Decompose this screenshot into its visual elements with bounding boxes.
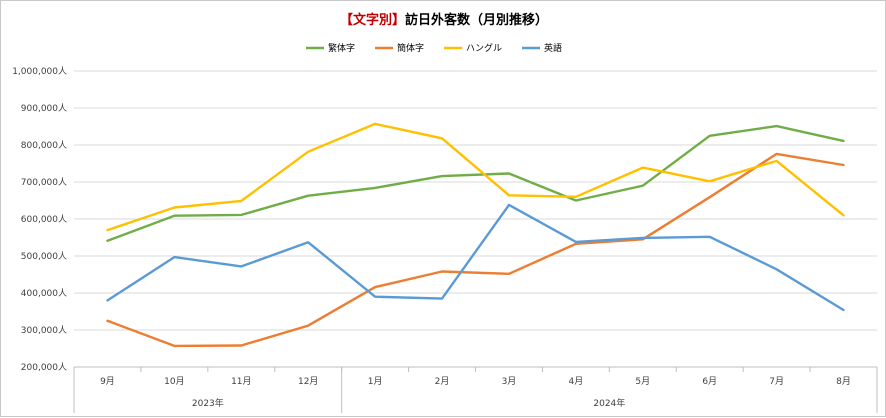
legend-item: 英語 — [522, 42, 562, 54]
chart-title-main: 訪日外客数（月別推移） — [405, 12, 548, 28]
chart-legend: 繁体字 簡体字 ハングル 英語 — [306, 42, 562, 54]
x-tick-label: 1月 — [368, 376, 383, 387]
series-layer — [106, 122, 845, 348]
y-tick-label: 1,000,000人 — [12, 66, 67, 77]
series-line-英語 — [106, 203, 845, 312]
y-tick-label: 300,000人 — [21, 325, 67, 336]
chart-title: 【文字別】訪日外客数（月別推移） — [340, 12, 548, 28]
y-tick-label: 800,000人 — [21, 140, 67, 151]
x-axis: 9月 10月 11月 12月 1月 2月 3月 4月 5月 6月 7月 8月 2023年 2024年 — [73, 366, 878, 413]
series-line-ハングル — [106, 122, 845, 232]
legend-item: 繁体字 — [306, 42, 355, 54]
x-group-label: 2023年 — [192, 397, 224, 409]
legend-label: 繁体字 — [328, 42, 355, 54]
legend-label: 英語 — [544, 42, 562, 54]
x-tick-label: 8月 — [836, 376, 851, 387]
chart-title-prefix: 【文字別】 — [340, 12, 405, 28]
x-tick-label: 2月 — [435, 376, 450, 387]
x-tick-label: 12月 — [298, 376, 318, 387]
legend-item: ハングル — [444, 42, 502, 54]
x-tick-label: 9月 — [100, 376, 115, 387]
x-tick-label: 7月 — [769, 376, 784, 387]
x-tick-label: 10月 — [164, 376, 184, 387]
y-tick-label: 500,000人 — [21, 251, 67, 262]
legend-item: 簡体字 — [375, 42, 424, 54]
x-group-label: 2024年 — [593, 397, 625, 409]
x-tick-label: 11月 — [231, 376, 251, 387]
legend-label: ハングル — [466, 42, 502, 54]
x-tick-label: 6月 — [702, 376, 717, 387]
y-tick-label: 900,000人 — [21, 103, 67, 114]
x-tick-label: 3月 — [502, 376, 517, 387]
y-tick-label: 400,000人 — [21, 288, 67, 299]
x-tick-label: 4月 — [569, 376, 584, 387]
y-axis: 200,000人 300,000人 400,000人 500,000人 600,000人… — [12, 66, 67, 373]
y-tick-label: 700,000人 — [21, 177, 67, 188]
legend-label: 簡体字 — [397, 42, 424, 54]
chart-gridlines — [74, 70, 877, 368]
y-tick-label: 600,000人 — [21, 214, 67, 225]
y-tick-label: 200,000人 — [21, 362, 67, 373]
series-line-繁体字 — [106, 124, 845, 243]
x-tick-label: 5月 — [635, 376, 650, 387]
series-line-簡体字 — [106, 152, 845, 348]
